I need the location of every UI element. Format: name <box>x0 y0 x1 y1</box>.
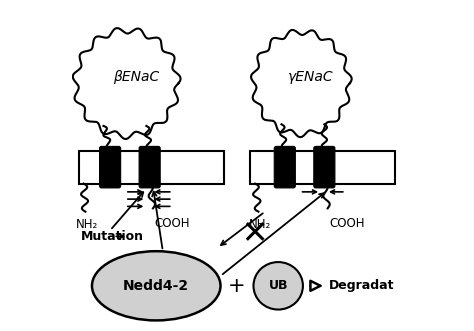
Polygon shape <box>73 28 181 139</box>
FancyBboxPatch shape <box>314 146 335 188</box>
Ellipse shape <box>254 262 303 309</box>
FancyBboxPatch shape <box>250 151 395 184</box>
Ellipse shape <box>92 251 220 320</box>
Text: Mutation: Mutation <box>81 230 144 243</box>
Text: NH₂: NH₂ <box>75 218 98 231</box>
Text: βENaC: βENaC <box>113 70 160 83</box>
Text: UB: UB <box>268 279 288 292</box>
Text: NH₂: NH₂ <box>248 218 271 231</box>
Text: Nedd4-2: Nedd4-2 <box>123 279 189 293</box>
Text: Degradat: Degradat <box>329 279 395 292</box>
FancyBboxPatch shape <box>79 151 224 184</box>
Text: γENaC: γENaC <box>288 70 334 83</box>
Text: COOH: COOH <box>329 216 365 230</box>
Text: +: + <box>228 276 246 296</box>
Polygon shape <box>251 30 352 137</box>
Text: COOH: COOH <box>155 216 190 230</box>
FancyBboxPatch shape <box>274 146 295 188</box>
FancyBboxPatch shape <box>139 146 160 188</box>
FancyBboxPatch shape <box>100 146 121 188</box>
